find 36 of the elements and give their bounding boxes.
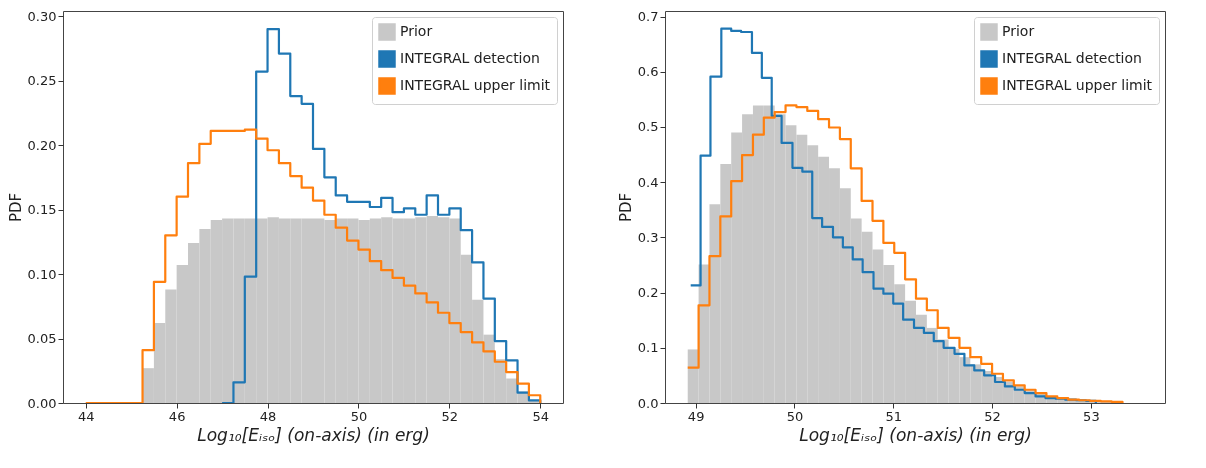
y-tick-label: 0.1 bbox=[637, 340, 659, 356]
legend-label: INTEGRAL detection bbox=[400, 50, 540, 66]
x-tick-label: 50 bbox=[350, 408, 368, 424]
x-tick-label: 54 bbox=[532, 408, 550, 424]
y-tick-label: 0.4 bbox=[637, 174, 659, 190]
x-tick-label: 46 bbox=[168, 408, 186, 424]
y-tick-label: 0.30 bbox=[27, 8, 57, 24]
x-axis-title: Log₁₀[Eᵢₛₒ] (on-axis) (in erg) bbox=[799, 424, 1032, 445]
y-tick-label: 0.2 bbox=[637, 285, 659, 301]
y-tick-label: 0.00 bbox=[27, 395, 57, 411]
x-tick-label: 50 bbox=[786, 408, 804, 424]
y-tick-label: 0.6 bbox=[637, 64, 659, 80]
x-tick-label: 48 bbox=[259, 408, 277, 424]
x-tick-label: 51 bbox=[885, 408, 903, 424]
legend-label: Prior bbox=[1002, 23, 1035, 39]
y-tick-label: 0.05 bbox=[27, 331, 57, 347]
y-tick-label: 0.0 bbox=[637, 395, 659, 411]
x-axis-title: Log₁₀[Eᵢₛₒ] (on-axis) (in erg) bbox=[197, 424, 430, 445]
x-tick-label: 52 bbox=[984, 408, 1001, 424]
y-tick-label: 0.15 bbox=[27, 202, 57, 218]
x-tick-label: 44 bbox=[77, 408, 95, 424]
legend-label: INTEGRAL upper limit bbox=[1002, 77, 1153, 93]
y-tick-label: 0.20 bbox=[27, 137, 57, 153]
y-axis-title: PDF bbox=[6, 192, 25, 223]
y-tick-label: 0.25 bbox=[27, 73, 57, 89]
x-tick-label: 49 bbox=[687, 408, 705, 424]
y-tick-label: 0.5 bbox=[637, 119, 659, 135]
y-tick-label: 0.10 bbox=[27, 266, 57, 282]
legend-label: Prior bbox=[400, 23, 433, 39]
y-tick-label: 0.3 bbox=[637, 229, 659, 245]
legend-label: INTEGRAL upper limit bbox=[400, 77, 551, 93]
legend-label: INTEGRAL detection bbox=[1002, 50, 1142, 66]
x-tick-label: 52 bbox=[441, 408, 459, 424]
y-axis-title: PDF bbox=[616, 192, 635, 223]
x-tick-label: 53 bbox=[1083, 408, 1100, 424]
y-tick-label: 0.7 bbox=[637, 9, 659, 25]
